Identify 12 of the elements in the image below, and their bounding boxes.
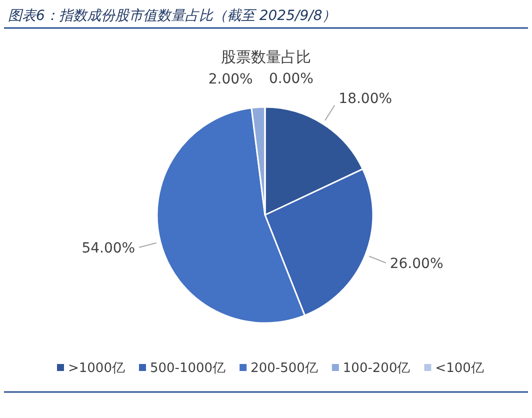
data-label: 18.00% <box>338 91 392 108</box>
legend-label: 500-1000亿 <box>150 361 226 376</box>
chart-title: 图表6：指数成份股市值数量占比（截至 2025/9/8） <box>8 8 336 24</box>
text: 0.00% <box>269 71 314 87</box>
data-label: 26.00% <box>390 256 444 272</box>
legend-label: >1000亿 <box>68 361 125 376</box>
chart-subtitle: 股票数量占比 <box>221 48 311 66</box>
legend-label: <100亿 <box>435 361 484 376</box>
legend-label: 100-200亿 <box>342 361 410 376</box>
data-label: 2.00% <box>208 71 253 88</box>
legend-label: 200-500亿 <box>250 361 318 376</box>
data-label: 54.00% <box>82 240 136 256</box>
